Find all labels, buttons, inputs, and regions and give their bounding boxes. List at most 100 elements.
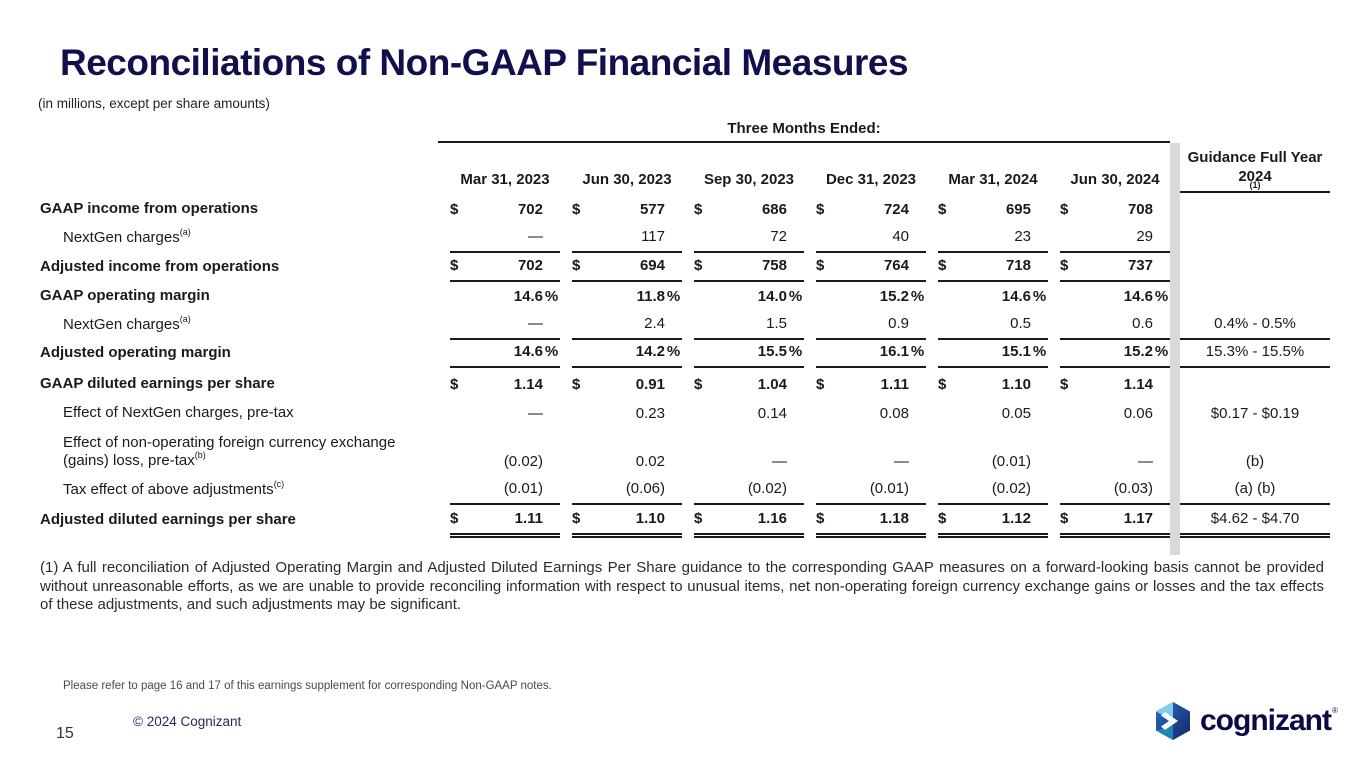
data-cell: 0.14	[757, 405, 787, 422]
column-header: Jun 30, 2023	[582, 171, 672, 188]
gap-cell	[1170, 505, 1180, 535]
data-cell: —	[450, 224, 560, 253]
row-label: Effect of non-operating foreign currency…	[63, 434, 396, 469]
guidance-cell: $0.17 - $0.19	[1210, 405, 1300, 422]
reconciliation-table: Three Months Ended: Guidance Full Year 202…	[40, 120, 1330, 555]
group-header: Three Months Ended:	[438, 120, 1170, 143]
data-cell: (0.06)	[572, 476, 682, 505]
data-cell: 0.02	[635, 453, 665, 470]
registered-mark: ®	[1332, 705, 1338, 715]
data-cell: $764	[816, 253, 926, 282]
data-cell: 0.06	[1123, 405, 1153, 422]
data-cell: (0.01)	[816, 476, 926, 505]
guidance-cell	[1180, 193, 1330, 224]
cognizant-gem-icon	[1156, 702, 1190, 740]
header-spacer	[40, 120, 438, 143]
guidance-cell: (a) (b)	[1180, 476, 1330, 505]
gap-cell	[1170, 311, 1180, 340]
cognizant-wordmark: cognizant	[1200, 704, 1332, 737]
row-label: Effect of NextGen charges, pre-tax	[63, 404, 294, 421]
data-cell: (0.01)	[450, 476, 560, 505]
column-header: Dec 31, 2023	[825, 171, 917, 188]
data-cell: 14.6%	[513, 288, 559, 305]
reference-note: Please refer to page 16 and 17 of this e…	[63, 680, 552, 692]
gap-cell	[1170, 143, 1180, 193]
data-cell: $1.14	[450, 376, 543, 393]
data-cell: 0.6	[1060, 311, 1170, 340]
data-cell: 117	[572, 224, 682, 253]
data-cell: —	[450, 311, 560, 340]
table-grid: Three Months Ended: Guidance Full Year 202…	[40, 120, 1330, 538]
column-header: Mar 31, 2023	[460, 171, 550, 188]
data-cell: 14.2%	[572, 340, 682, 368]
data-cell: $724	[816, 201, 909, 218]
row-label: NextGen charges(a)	[63, 227, 191, 247]
data-cell: —	[528, 405, 543, 422]
guidance-cell: 0.4% - 0.5%	[1180, 311, 1330, 340]
guidance-cell: (b)	[1245, 453, 1265, 470]
data-cell: $686	[694, 201, 787, 218]
data-cell: (0.02)	[694, 476, 804, 505]
data-cell: 14.6%	[1001, 288, 1047, 305]
data-cell: 40	[816, 224, 926, 253]
data-cell: (0.03)	[1060, 476, 1170, 505]
row-label: Adjusted operating margin	[40, 344, 231, 361]
data-cell: $1.18	[816, 505, 926, 538]
row-label: GAAP operating margin	[40, 287, 210, 304]
data-cell: 1.5	[694, 311, 804, 340]
gap-cell	[1170, 224, 1180, 253]
gap-cell	[1170, 428, 1180, 476]
data-cell: 0.23	[635, 405, 665, 422]
data-cell: 0.08	[879, 405, 909, 422]
data-cell: 16.1%	[816, 340, 926, 368]
data-cell: 15.2%	[1060, 340, 1170, 368]
data-cell: $702	[450, 253, 560, 282]
gap-cell	[1170, 253, 1180, 282]
data-cell: $718	[938, 253, 1048, 282]
data-cell: $702	[450, 201, 543, 218]
data-cell: $1.11	[816, 376, 909, 393]
data-cell: —	[1138, 453, 1153, 470]
data-cell: 23	[938, 224, 1048, 253]
row-label: GAAP diluted earnings per share	[40, 375, 275, 392]
page-number: 15	[56, 725, 74, 742]
data-cell: $708	[1060, 201, 1153, 218]
footnote-1: (1) A full reconciliation of Adjusted Op…	[40, 559, 1324, 614]
data-cell: 72	[694, 224, 804, 253]
data-cell: 2.4	[572, 311, 682, 340]
data-cell: (0.02)	[503, 453, 543, 470]
data-cell: $1.16	[694, 505, 804, 538]
data-cell: —	[772, 453, 787, 470]
data-cell: $694	[572, 253, 682, 282]
data-cell: $1.11	[450, 505, 560, 538]
data-cell: 0.05	[1001, 405, 1031, 422]
data-cell: 14.6%	[1123, 288, 1169, 305]
row-label: GAAP income from operations	[40, 200, 259, 217]
row-label: NextGen charges(a)	[63, 314, 191, 334]
data-cell: (0.01)	[991, 453, 1031, 470]
data-cell: $1.12	[938, 505, 1048, 538]
data-cell: 14.0%	[757, 288, 803, 305]
data-cell: 15.5%	[694, 340, 804, 368]
gap-cell	[1170, 282, 1180, 311]
column-header: Jun 30, 2024	[1070, 171, 1160, 188]
guidance-cell	[1180, 224, 1330, 253]
page-title: Reconciliations of Non-GAAP Financial Me…	[60, 42, 909, 83]
data-cell: $1.10	[572, 505, 682, 538]
data-cell: 11.8%	[636, 288, 681, 305]
guidance-cell	[1180, 253, 1330, 282]
row-label: Adjusted income from operations	[40, 258, 280, 275]
data-cell: $0.91	[572, 376, 665, 393]
data-cell: $737	[1060, 253, 1170, 282]
guidance-column-header: Guidance Full Year 2024 (1)	[1180, 120, 1330, 193]
column-header: Sep 30, 2023	[703, 171, 795, 188]
column-header: Mar 31, 2024	[948, 171, 1038, 188]
gap-cell	[1170, 476, 1180, 505]
header-spacer	[40, 143, 438, 193]
data-cell: 0.9	[816, 311, 926, 340]
data-cell: $1.10	[938, 376, 1031, 393]
cognizant-logo: cognizant ®	[1153, 701, 1338, 741]
data-cell: —	[894, 453, 909, 470]
data-cell: $1.04	[694, 376, 787, 393]
gap-cell	[1170, 340, 1180, 368]
